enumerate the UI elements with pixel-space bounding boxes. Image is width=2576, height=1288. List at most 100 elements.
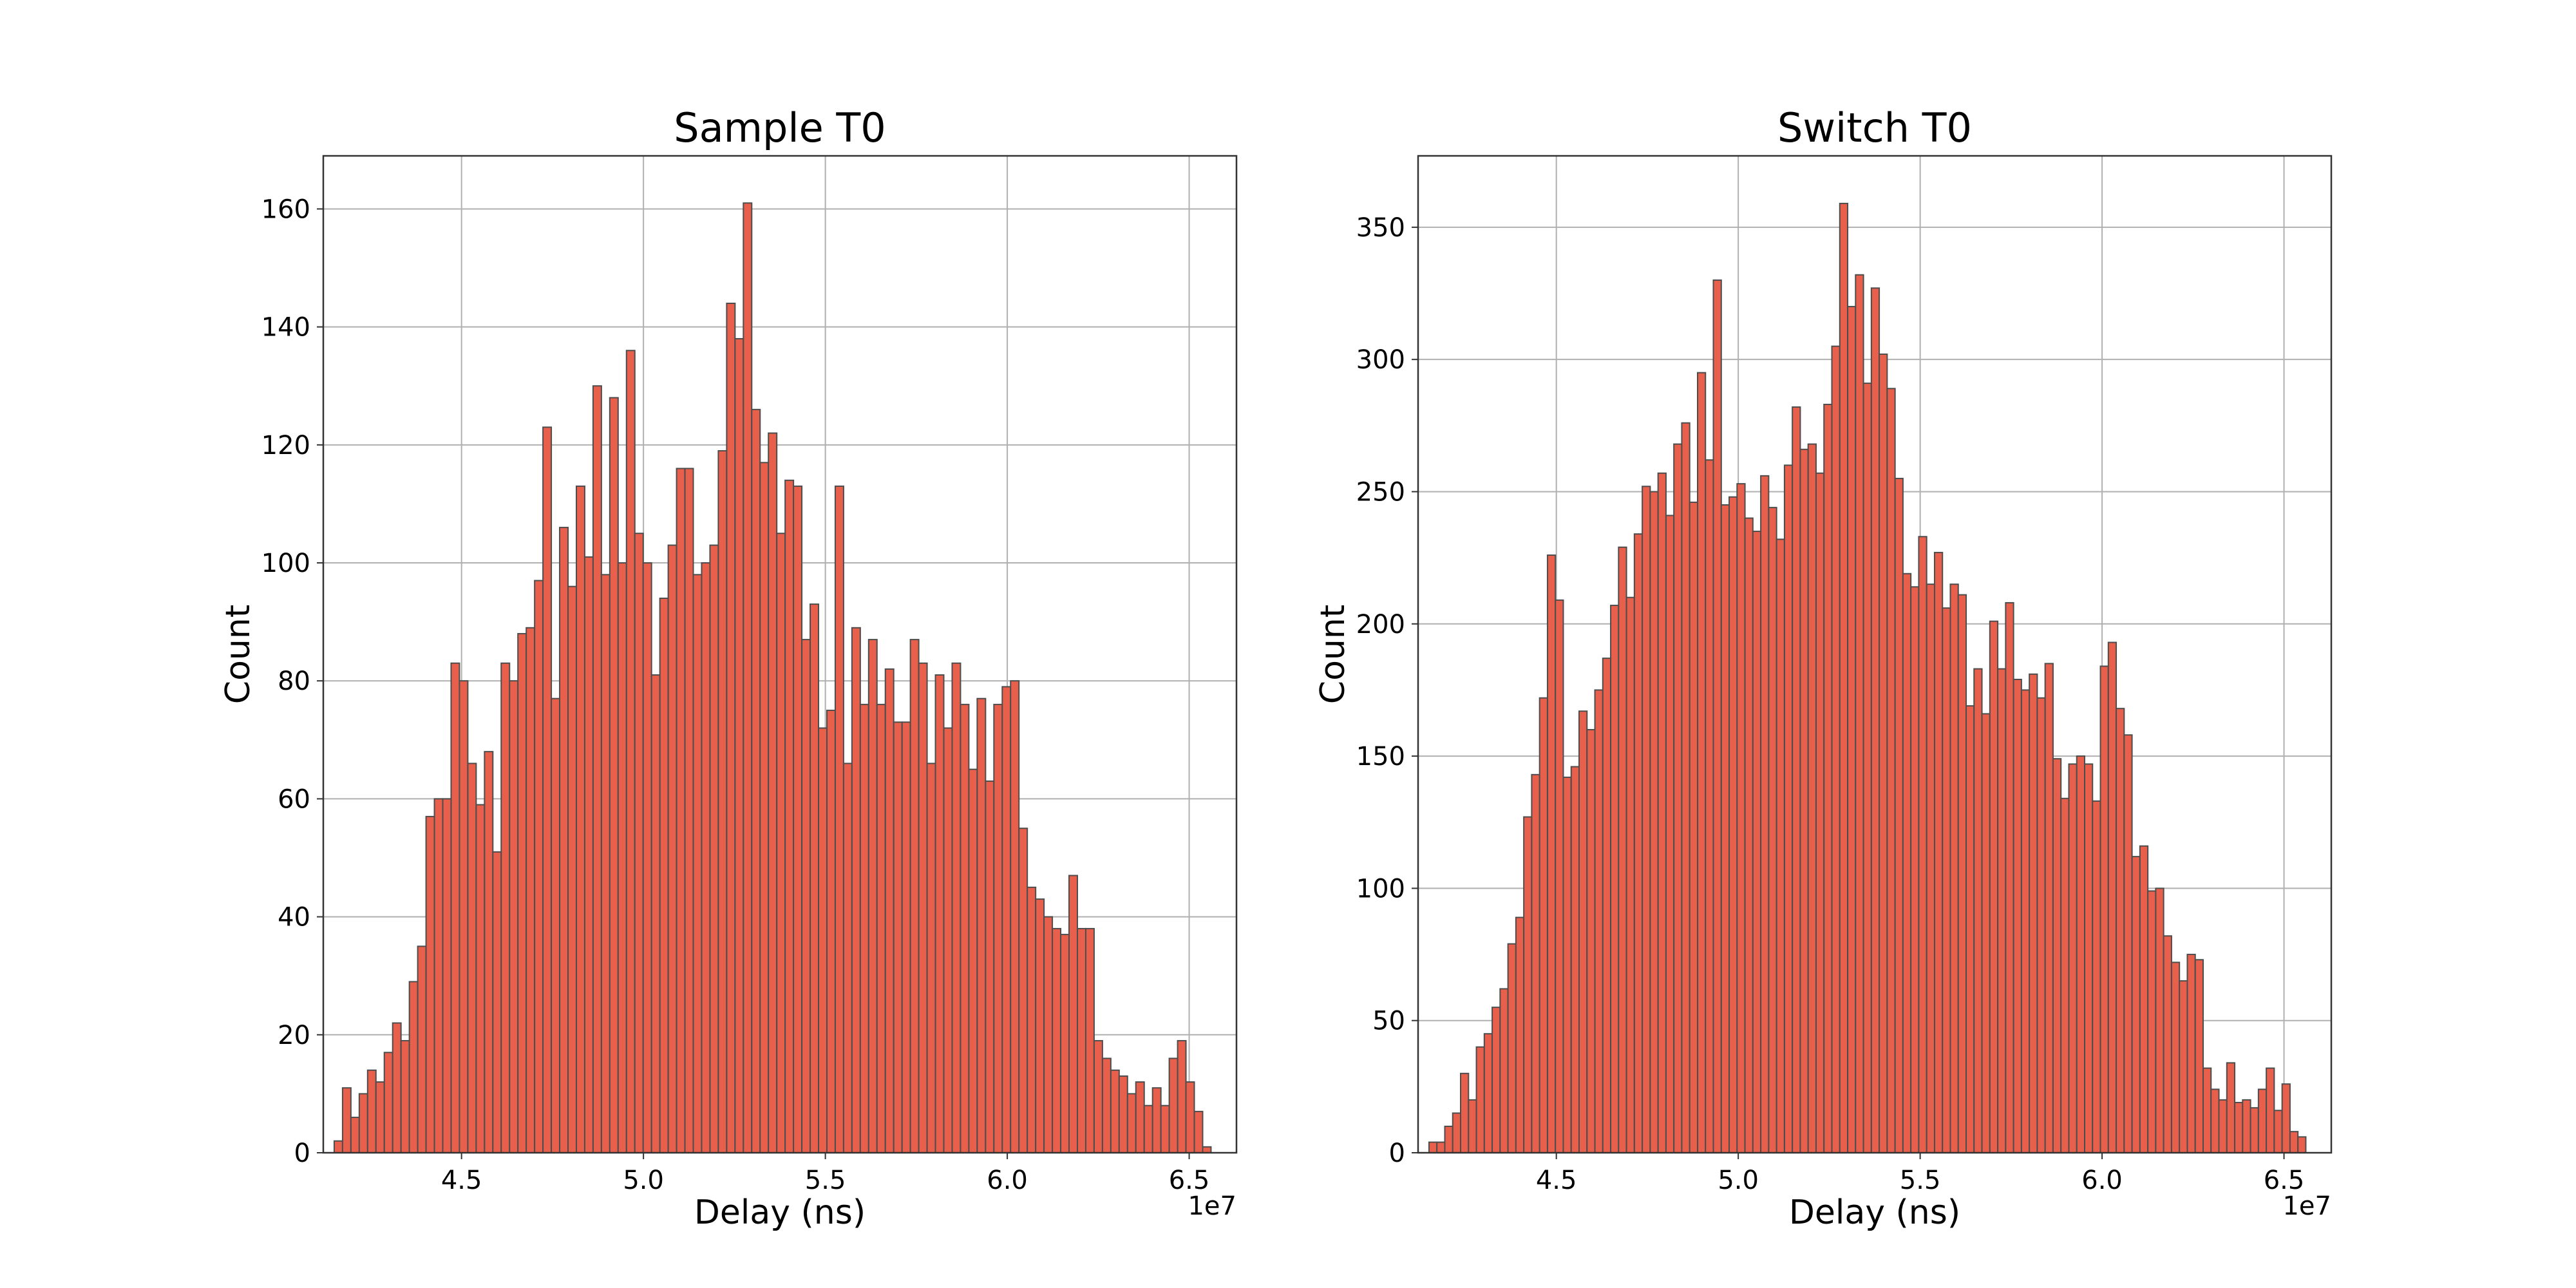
histogram-bar — [2289, 1131, 2299, 1154]
histogram-bar — [2099, 665, 2109, 1153]
histogram-bar — [1143, 1104, 1153, 1154]
histogram-bar — [918, 662, 928, 1153]
histogram-bar — [726, 302, 736, 1153]
histogram-bar — [467, 762, 477, 1153]
histogram-bar — [375, 1081, 385, 1154]
histogram-bar — [943, 727, 953, 1153]
histogram-bar — [1642, 486, 1651, 1153]
histogram-bar — [1202, 1146, 1212, 1153]
histogram-bar — [1110, 1069, 1120, 1153]
histogram-bar — [1618, 546, 1627, 1153]
histogram-bar — [2218, 1099, 2228, 1153]
histogram-bar — [684, 468, 694, 1154]
histogram-panel-switch-t0: 4.5 5.0 5.5 6.0 6.5 0 50 100 150 200 250 300 350 Sw… — [1314, 104, 2333, 1232]
histogram-bar — [1193, 1110, 1204, 1154]
histogram-bar — [793, 485, 803, 1153]
y-tick-label: 40 — [278, 903, 310, 933]
histogram-bar — [417, 945, 427, 1154]
y-tick-label: 350 — [1356, 213, 1405, 243]
histogram-bar — [358, 1093, 368, 1153]
histogram-bar — [2297, 1136, 2307, 1154]
histogram-bar — [993, 703, 1003, 1154]
histogram-bar — [1060, 934, 1070, 1153]
histogram-bar — [2234, 1101, 2244, 1154]
x-tick-label: 6.0 — [2081, 1166, 2123, 1195]
histogram-bar — [1135, 1081, 1145, 1154]
histogram-bar — [1633, 533, 1643, 1153]
histogram-bar — [383, 1052, 393, 1154]
histogram-bar — [1001, 686, 1012, 1153]
histogram-bar — [392, 1022, 402, 1154]
histogram-bar — [709, 544, 719, 1153]
histogram-bar — [1665, 515, 1675, 1153]
y-tick-label: 200 — [1356, 610, 1405, 639]
histogram-bar — [1981, 713, 1991, 1153]
histogram-bar — [2242, 1099, 2251, 1153]
histogram-bar — [1027, 886, 1037, 1154]
histogram-bar — [1886, 388, 1896, 1153]
histogram-bar — [1068, 875, 1078, 1153]
histogram-bar — [492, 851, 502, 1153]
histogram-bar — [717, 450, 728, 1153]
histogram-bar — [851, 627, 861, 1153]
histogram-bar — [1444, 1125, 1454, 1153]
histogram-bar — [1539, 697, 1548, 1153]
y-tick-label: 150 — [1356, 742, 1405, 772]
histogram-bar — [1855, 274, 1864, 1153]
histogram-bar — [1468, 1099, 1477, 1153]
histogram-bar — [625, 350, 636, 1153]
histogram-bar — [859, 703, 869, 1154]
histogram-bar — [1657, 472, 1667, 1154]
x-tick-label: 6.0 — [987, 1166, 1028, 1195]
histogram-bar — [1792, 406, 1801, 1153]
histogram-bar — [1752, 531, 1762, 1153]
histogram-bar — [2068, 763, 2078, 1153]
histogram-bar — [2266, 1067, 2275, 1153]
y-tick-label: 250 — [1356, 477, 1405, 507]
histogram-bar — [2147, 890, 2157, 1153]
histogram-bar — [592, 385, 602, 1154]
histogram-bar — [1879, 353, 1888, 1154]
histogram-bar — [2092, 800, 2101, 1153]
histogram-bar — [617, 562, 627, 1153]
x-tick-labels: 4.5 5.0 5.5 6.0 6.5 — [441, 1153, 1209, 1195]
histogram-bar — [650, 674, 661, 1154]
histogram-bar — [2210, 1088, 2220, 1154]
histogram-bar — [2257, 1088, 2268, 1154]
histogram-bar — [408, 981, 419, 1153]
histogram-bar — [2123, 734, 2133, 1153]
histogram-bar — [559, 527, 569, 1153]
histogram-bar — [659, 597, 669, 1153]
histogram-bar — [801, 639, 811, 1153]
histogram-bar — [2084, 763, 2094, 1153]
histogram-bar — [1783, 464, 1794, 1153]
y-tick-label: 20 — [278, 1021, 310, 1050]
histogram-bar — [1499, 988, 1509, 1153]
histogram-bar — [2012, 679, 2022, 1153]
histogram-bar — [1602, 658, 1612, 1153]
histogram-bar — [1839, 202, 1849, 1154]
histogram-bar — [1043, 916, 1054, 1154]
histogram-bar — [2202, 1067, 2212, 1153]
histogram-bar — [1965, 705, 1975, 1153]
histogram-bar — [1649, 491, 1659, 1153]
histogram-bar — [1436, 1141, 1446, 1153]
histogram-bar — [1546, 554, 1557, 1153]
histogram-bar — [350, 1117, 360, 1153]
histogram-bar — [776, 533, 786, 1153]
histogram-bar — [1862, 383, 1872, 1154]
histogram-bar — [1815, 472, 1825, 1154]
histogram-bar — [1515, 916, 1525, 1153]
histogram-bar — [634, 533, 644, 1153]
x-tick-label: 5.5 — [805, 1166, 846, 1195]
histogram-bar — [400, 1039, 410, 1153]
histogram-bar — [1610, 605, 1620, 1153]
histogram-bar — [826, 710, 836, 1153]
histogram-bar — [1101, 1057, 1112, 1154]
histogram-bar — [1997, 668, 2007, 1153]
histogram-bar — [1035, 898, 1045, 1153]
x-axis-offset-label: 1e7 — [1188, 1191, 1236, 1221]
histogram-bar — [909, 639, 920, 1153]
histogram-bar — [2116, 708, 2125, 1153]
histogram-bar — [976, 697, 987, 1153]
